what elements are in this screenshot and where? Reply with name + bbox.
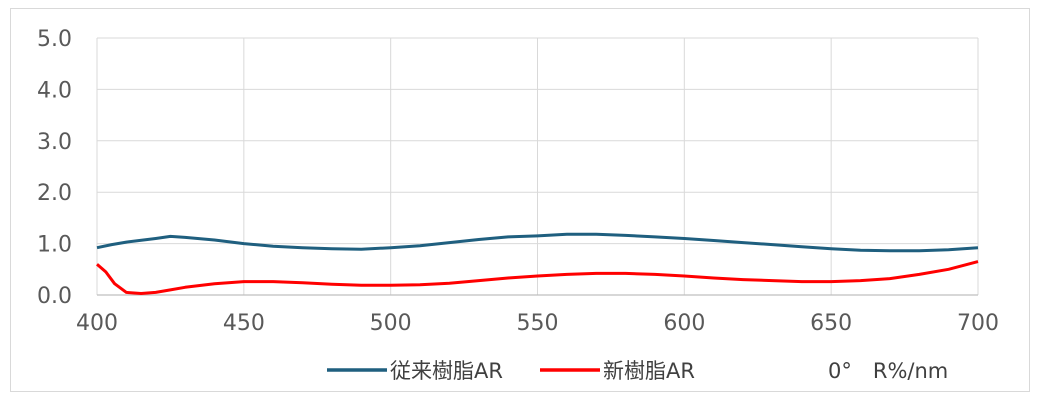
x-tick-label: 550 [517, 311, 559, 336]
legend: 従来樹脂AR 新樹脂AR 0° R%/nm [327, 359, 948, 383]
y-tick-label: 1.0 [37, 233, 72, 258]
legend-label-conventional: 従来樹脂AR [390, 359, 503, 383]
y-tick-label: 5.0 [37, 27, 72, 52]
legend-label-new: 新樹脂AR [603, 359, 695, 383]
x-tick-label: 500 [370, 311, 412, 336]
y-tick-label: 3.0 [37, 130, 72, 155]
unit-label: 0° R%/nm [828, 359, 948, 383]
x-tick-label: 700 [957, 311, 999, 336]
y-tick-label: 4.0 [37, 78, 72, 103]
x-tick-label: 650 [810, 311, 852, 336]
y-tick-label: 0.0 [37, 284, 72, 309]
grid-lines [97, 38, 978, 295]
x-tick-label: 400 [76, 311, 118, 336]
x-tick-label: 450 [223, 311, 265, 336]
y-tick-label: 2.0 [37, 181, 72, 206]
x-tick-label: 600 [663, 311, 705, 336]
axes: 0.0 1.0 2.0 3.0 4.0 5.0 400 450 500 550 600 650 700 [37, 27, 999, 336]
